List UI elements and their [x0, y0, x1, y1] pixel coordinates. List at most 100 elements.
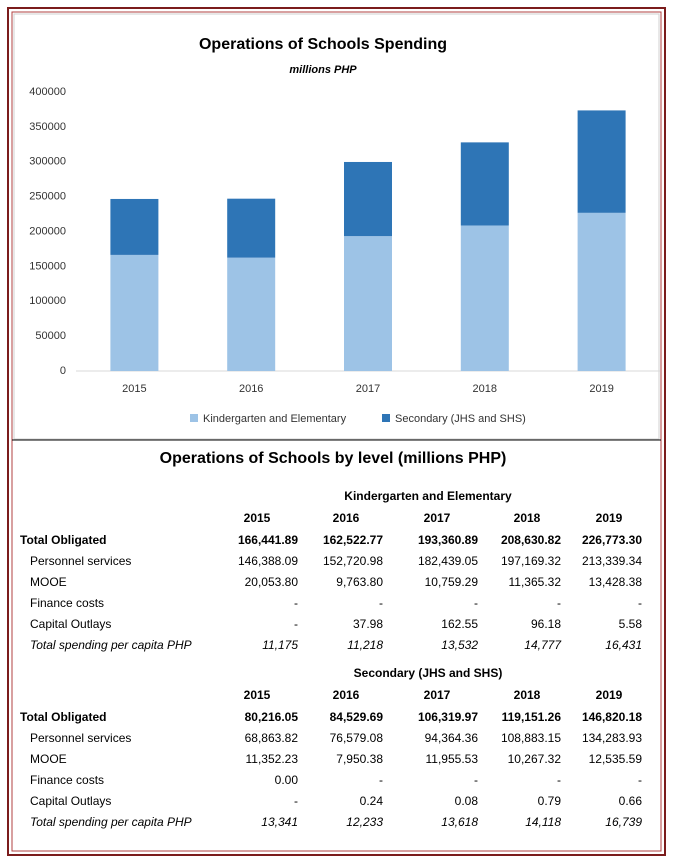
cell: 0.00 — [275, 773, 299, 787]
y-tick-label: 350000 — [29, 121, 66, 133]
bar — [110, 254, 159, 371]
cell: - — [294, 794, 298, 808]
cell: 0.79 — [538, 794, 562, 808]
y-tick-label: 50000 — [35, 330, 66, 342]
cell: - — [294, 617, 298, 631]
bar — [460, 225, 509, 371]
y-tick-label: 0 — [60, 365, 66, 377]
cell: - — [379, 596, 383, 610]
cell: 11,218 — [347, 638, 383, 652]
year-header: 2018 — [514, 511, 541, 525]
cell: 208,630.82 — [501, 533, 561, 547]
x-tick-label: 2016 — [239, 383, 263, 395]
cell: - — [379, 773, 383, 787]
y-tick-label: 150000 — [29, 260, 66, 272]
section-heading: Kindergarten and Elementary — [344, 489, 512, 503]
x-tick-label: 2018 — [473, 383, 497, 395]
legend-swatch — [190, 414, 198, 422]
year-header: 2015 — [244, 511, 271, 525]
cell: 0.08 — [455, 794, 479, 808]
cell: 37.98 — [353, 617, 383, 631]
year-header: 2017 — [424, 688, 451, 702]
cell: 182,439.05 — [418, 554, 478, 568]
legend-label: Secondary (JHS and SHS) — [395, 413, 526, 425]
cell: 94,364.36 — [425, 731, 479, 745]
bar — [110, 198, 159, 255]
cell: 76,579.08 — [330, 731, 384, 745]
cell: 84,529.69 — [330, 710, 384, 724]
x-tick-label: 2015 — [122, 383, 146, 395]
row-label: Personnel services — [30, 554, 131, 568]
y-tick-label: 250000 — [29, 191, 66, 203]
cell: 96.18 — [531, 617, 561, 631]
cell: 146,820.18 — [582, 710, 642, 724]
inner-border — [11, 11, 662, 852]
row-label: Total Obligated — [20, 710, 106, 724]
bar — [460, 142, 509, 226]
y-tick-label: 300000 — [29, 156, 66, 168]
bar — [344, 236, 392, 371]
cell: - — [557, 596, 561, 610]
cell: 11,352.23 — [246, 752, 299, 766]
cell: - — [557, 773, 561, 787]
cell: - — [474, 596, 478, 610]
year-header: 2018 — [514, 688, 541, 702]
cell: 7,950.38 — [336, 752, 383, 766]
cell: 11,175 — [262, 638, 298, 652]
section-heading: Secondary (JHS and SHS) — [354, 666, 503, 680]
cell: 13,341 — [261, 815, 298, 829]
cell: 10,759.29 — [425, 575, 479, 589]
cell: 213,339.34 — [582, 554, 642, 568]
cell: 119,151.26 — [502, 710, 562, 724]
y-tick-label: 200000 — [29, 225, 66, 237]
row-label: Total spending per capita PHP — [30, 815, 192, 829]
cell: 152,720.98 — [323, 554, 383, 568]
cell: 80,216.05 — [245, 710, 299, 724]
table-title: Operations of Schools by level (millions… — [160, 450, 507, 467]
cell: 166,441.89 — [238, 533, 298, 547]
cell: 108,883.15 — [501, 731, 561, 745]
row-label: Personnel services — [30, 731, 131, 745]
cell: 12,535.59 — [589, 752, 643, 766]
cell: 0.66 — [619, 794, 643, 808]
chart-frame — [13, 13, 660, 440]
cell: 11,955.53 — [426, 752, 479, 766]
cell: 12,233 — [346, 815, 383, 829]
cell: 162.55 — [441, 617, 478, 631]
row-label: Capital Outlays — [30, 617, 111, 631]
cell: 14,118 — [525, 815, 561, 829]
chart-title: Operations of Schools Spending — [199, 36, 447, 53]
cell: - — [474, 773, 478, 787]
cell: 5.58 — [619, 617, 643, 631]
cell: 162,522.77 — [323, 533, 383, 547]
row-label: Total Obligated — [20, 533, 106, 547]
cell: 10,267.32 — [508, 752, 562, 766]
legend-swatch — [382, 414, 390, 422]
year-header: 2016 — [333, 511, 360, 525]
cell: 146,388.09 — [238, 554, 298, 568]
cell: 0.24 — [360, 794, 384, 808]
year-header: 2015 — [244, 688, 271, 702]
y-tick-label: 400000 — [29, 86, 66, 98]
year-header: 2019 — [596, 511, 623, 525]
row-label: MOOE — [30, 575, 67, 589]
cell: 13,618 — [441, 815, 478, 829]
x-tick-label: 2017 — [356, 383, 380, 395]
cell: - — [638, 596, 642, 610]
row-label: Total spending per capita PHP — [30, 638, 192, 652]
x-tick-label: 2019 — [589, 383, 613, 395]
cell: 11,365.32 — [509, 575, 562, 589]
cell: 20,053.80 — [245, 575, 299, 589]
cell: 13,428.38 — [589, 575, 643, 589]
cell: - — [638, 773, 642, 787]
outer-border — [7, 7, 666, 856]
bar — [577, 110, 626, 213]
cell: 226,773.30 — [582, 533, 642, 547]
bar — [227, 257, 276, 371]
row-label: Finance costs — [30, 596, 104, 610]
cell: 68,863.82 — [245, 731, 299, 745]
cell: 13,532 — [441, 638, 478, 652]
cell: 16,431 — [605, 638, 642, 652]
